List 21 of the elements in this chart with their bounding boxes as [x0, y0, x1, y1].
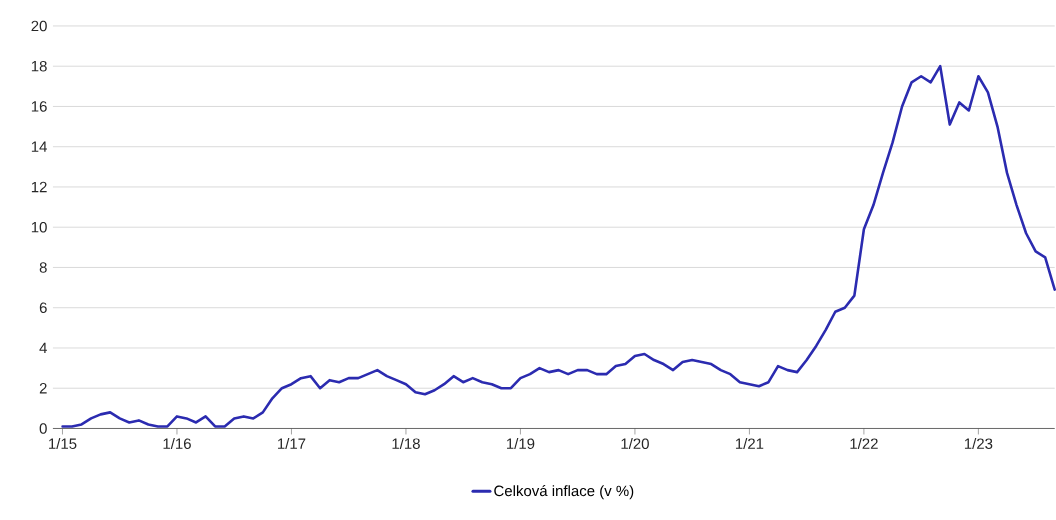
- x-tick-label: 1/21: [735, 437, 764, 449]
- x-tick-label: 1/16: [163, 437, 191, 449]
- x-tick-label: 1/23: [964, 437, 993, 449]
- y-tick-label: 20: [31, 20, 47, 32]
- y-tick-label: 16: [31, 100, 47, 112]
- y-tick-label: 4: [39, 342, 47, 353]
- y-tick-label: 0: [39, 422, 47, 434]
- x-tick-label: 1/18: [392, 437, 420, 449]
- y-tick-label: 12: [31, 181, 47, 193]
- x-tick-label: 1/22: [850, 437, 878, 449]
- x-tick-label: 1/20: [621, 437, 649, 449]
- y-tick-label: 18: [31, 60, 47, 72]
- legend-label: Celková inflace (v %): [494, 484, 634, 499]
- y-tick-label: 14: [31, 141, 47, 152]
- y-tick-label: 2: [39, 382, 47, 394]
- x-tick-label: 1/19: [507, 437, 535, 449]
- y-tick-label: 10: [31, 221, 47, 233]
- y-tick-label: 6: [39, 302, 47, 313]
- y-tick-label: 8: [39, 261, 47, 273]
- x-tick-label: 1/15: [49, 437, 77, 449]
- x-tick-label: 1/17: [278, 437, 306, 449]
